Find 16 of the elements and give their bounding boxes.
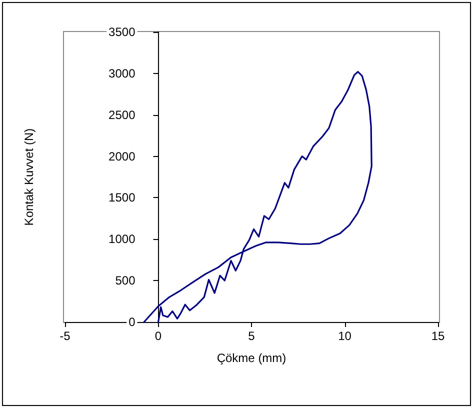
x-axis-title: Çökme (mm) (216, 351, 286, 365)
y-tick-label: 500 (115, 274, 136, 288)
y-tick-label: 1000 (108, 232, 136, 246)
x-tick-label: 15 (431, 329, 445, 343)
y-tick-label: 1500 (108, 190, 136, 205)
y-tick-label: 2500 (108, 108, 136, 122)
x-tick-label: -5 (60, 329, 71, 343)
y-tick-label: 3500 (108, 25, 136, 39)
y-tick-label: 0 (128, 315, 136, 329)
x-tick-label: 0 (154, 329, 162, 343)
x-tick-label: 5 (248, 329, 256, 343)
x-tick-label: 10 (338, 329, 352, 343)
line-series (143, 70, 372, 323)
y-tick-label: 3000 (108, 66, 136, 80)
y-axis-title: Kontak Kuvvet (N) (22, 128, 36, 226)
y-tick-label: 2000 (108, 149, 136, 164)
